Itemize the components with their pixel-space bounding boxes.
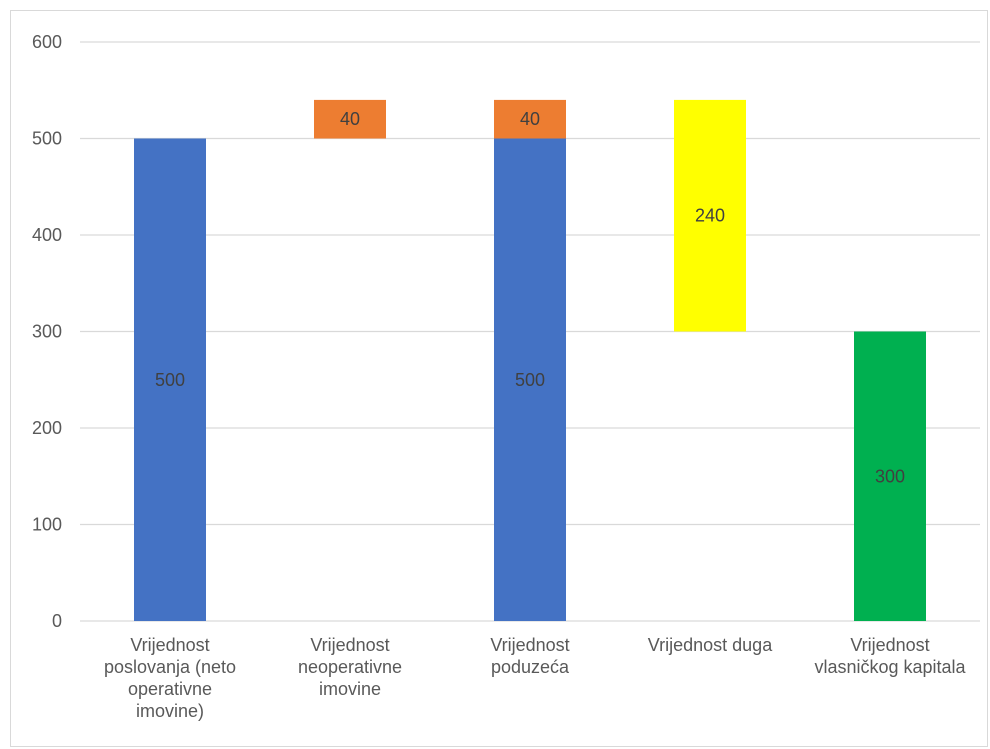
x-category-label-line: neoperativne bbox=[298, 657, 402, 677]
bar bbox=[134, 138, 206, 621]
x-category-label-line: Vrijednost bbox=[490, 635, 569, 655]
x-category-label-line: Vrijednost duga bbox=[648, 635, 773, 655]
bar bbox=[314, 99, 386, 139]
x-category-label: Vrijednost duga bbox=[648, 635, 773, 655]
x-category-label-line: imovine bbox=[319, 679, 381, 699]
bars bbox=[134, 99, 926, 621]
x-category-label-line: vlasničkog kapitala bbox=[814, 657, 966, 677]
data-labels: 500 40 500 40 240 300 bbox=[155, 109, 905, 486]
y-tick-label: 300 bbox=[32, 322, 62, 342]
y-tick-label: 200 bbox=[32, 418, 62, 438]
y-tick-label: 0 bbox=[52, 611, 62, 631]
bar bbox=[674, 99, 746, 332]
data-label: 500 bbox=[515, 370, 545, 390]
data-label: 300 bbox=[875, 466, 905, 486]
y-tick-label: 500 bbox=[32, 129, 62, 149]
x-axis: Vrijednost poslovanja (neto operativne imov… bbox=[104, 635, 967, 721]
bar bbox=[494, 99, 566, 139]
x-category-label: Vrijednost poslovanja (neto operativne imov… bbox=[104, 635, 236, 721]
bar bbox=[494, 138, 566, 621]
x-category-label-line: operativne bbox=[128, 679, 212, 699]
x-category-label-line: poduzeća bbox=[491, 657, 570, 677]
x-category-label-line: Vrijednost bbox=[130, 635, 209, 655]
x-category-label-line: imovine) bbox=[136, 701, 204, 721]
x-category-label: Vrijednost poduzeća bbox=[490, 635, 570, 677]
data-label: 500 bbox=[155, 370, 185, 390]
y-tick-label: 100 bbox=[32, 515, 62, 535]
x-category-label: Vrijednost vlasničkog kapitala bbox=[814, 635, 966, 677]
y-tick-label: 400 bbox=[32, 225, 62, 245]
x-category-label-line: poslovanja (neto bbox=[104, 657, 236, 677]
x-category-label-line: Vrijednost bbox=[310, 635, 389, 655]
data-label: 240 bbox=[695, 206, 725, 226]
data-label: 40 bbox=[340, 109, 360, 129]
y-tick-label: 600 bbox=[32, 32, 62, 52]
data-label: 40 bbox=[520, 109, 540, 129]
y-axis: 0 100 200 300 400 500 600 bbox=[32, 32, 62, 631]
x-category-label-line: Vrijednost bbox=[850, 635, 929, 655]
x-category-label: Vrijednost neoperativne imovine bbox=[298, 635, 402, 699]
bar bbox=[854, 331, 926, 621]
